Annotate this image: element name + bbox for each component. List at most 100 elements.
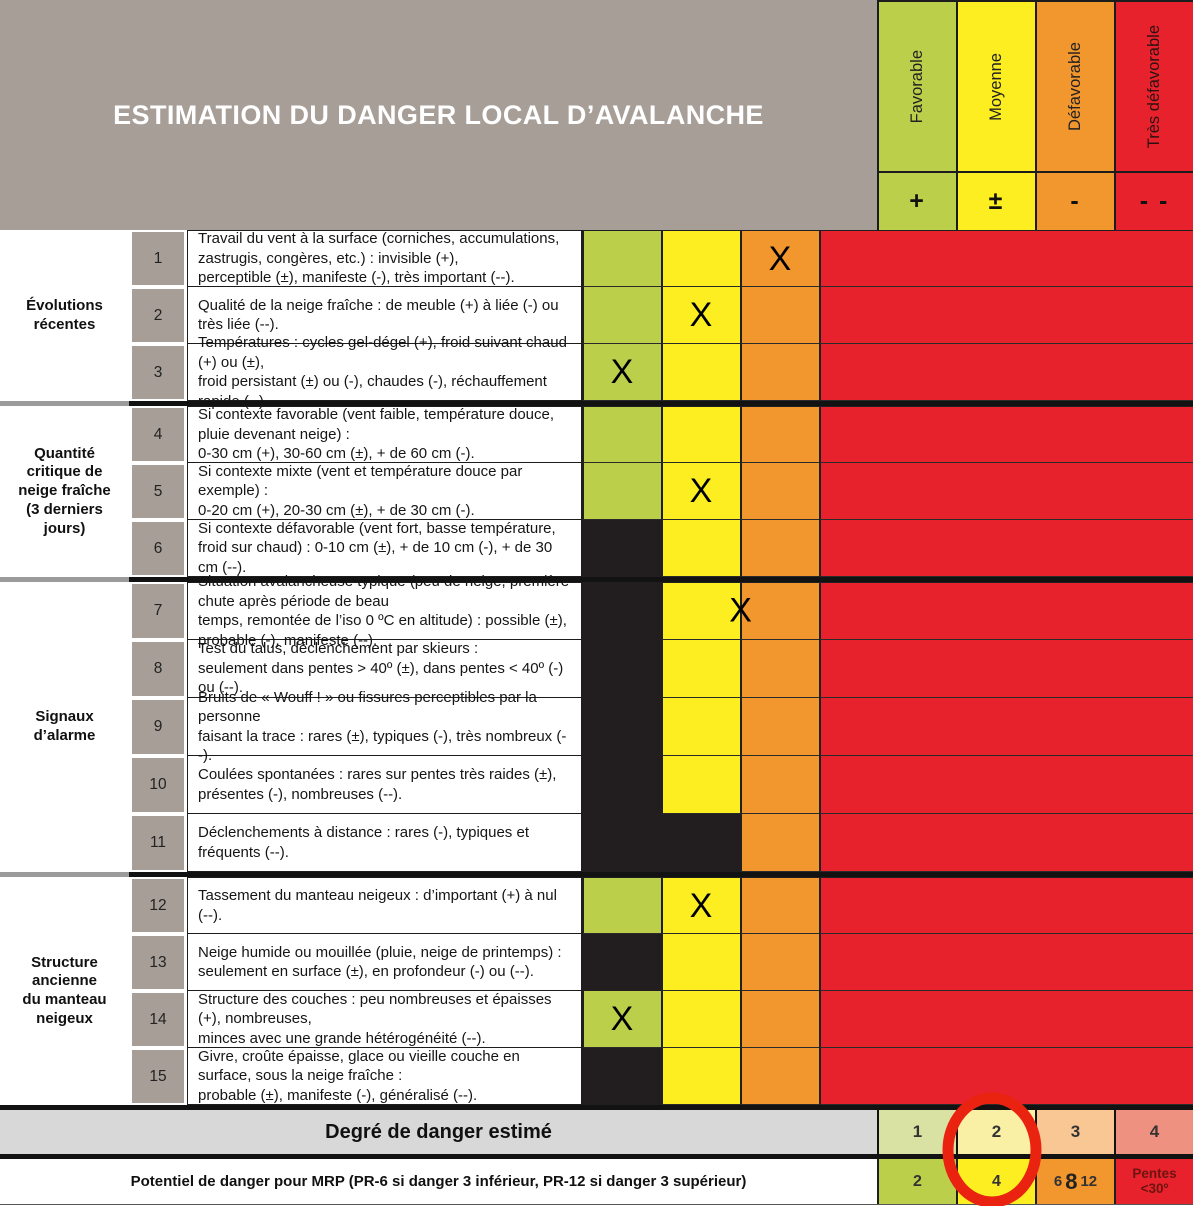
cell-r10-tres_defavorable [818, 756, 1193, 814]
x-mark: X [689, 296, 713, 334]
cell-r2-tres_defavorable [818, 287, 1193, 344]
cell-r15-tres_defavorable [818, 1048, 1193, 1105]
table-header: ESTIMATION DU DANGER LOCAL D’AVALANCHE F… [0, 0, 1193, 230]
row-number: 8 [132, 642, 184, 696]
x-mark: X [689, 886, 713, 925]
criterion-text: Tassement du manteau neigeux : d’importa… [187, 877, 582, 934]
cell-r14-defavorable [739, 991, 819, 1048]
row-number: 5 [132, 465, 184, 518]
column-label-favorable: Favorable [908, 49, 926, 124]
cell-r1-tres_defavorable [818, 230, 1193, 287]
row-number: 1 [132, 232, 184, 285]
criterion-text: Températures : cycles gel-dégel (+), fro… [187, 334, 582, 410]
cell-r5-tres_defavorable [818, 463, 1193, 520]
potentiel-label: Potentiel de danger pour MRP (PR-6 si da… [130, 1173, 747, 1190]
criterion-row-2: 2 Qualité de la neige fraîche : de meuble… [129, 287, 1193, 344]
criterion-row-6: 6 Si contexte défavorable (vent fort, bas… [129, 520, 1193, 577]
cell-r13-defavorable [739, 934, 819, 991]
cell-r14-favorable: X [581, 991, 661, 1048]
group-separator [0, 401, 1193, 406]
criterion-row-7: 7 Situation avalancheuse typique (peu de … [129, 573, 1193, 649]
criterion-text: Neige humide ou mouillée (pluie, neige d… [187, 934, 582, 991]
x-mark: X [610, 1000, 634, 1038]
criterion-text: Déclenchements à distance : rares (-), t… [187, 814, 582, 872]
cell-r12-tres_defavorable [818, 877, 1193, 934]
column-label-defavorable: Défavorable [1066, 42, 1084, 131]
criterion-row-11: 11 Déclenchements à distance : rares (-),… [129, 814, 1193, 872]
cell-r6-favorable [581, 520, 661, 577]
column-headers: Favorable + Moyenne ± Défavorable - Très… [877, 0, 1193, 230]
criterion-row-1: 1 Travail du vent à la surface (corniches… [129, 230, 1193, 287]
row-number: 10 [132, 758, 184, 812]
cell-r9-favorable [581, 698, 661, 756]
row-number: 14 [132, 993, 184, 1046]
degre-value-2: 2 [956, 1110, 1035, 1154]
column-tres-defavorable: Très défavorable - - [1114, 0, 1193, 230]
potentiel-favorable: 2 [877, 1159, 956, 1204]
criterion-text: Si contexte défavorable (vent fort, bass… [187, 520, 582, 577]
cell-r14-tres_defavorable [818, 991, 1193, 1048]
row-number: 13 [132, 936, 184, 989]
criterion-text: Travail du vent à la surface (corniches,… [187, 230, 582, 287]
column-favorable: Favorable + [877, 0, 956, 230]
criteria-group-4: Structure ancienne du manteau neigeux 12 Tass… [0, 877, 1193, 1105]
cell-r3-defavorable [739, 344, 819, 401]
cell-r2-moyenne: X [660, 287, 740, 344]
cell-r1-favorable [581, 230, 661, 287]
cell-r9-defavorable [739, 698, 819, 756]
row-number: 4 [132, 408, 184, 461]
criterion-row-8: 8 Test du talus, déclenchement par skieur… [129, 640, 1193, 698]
cell-r8-defavorable [739, 640, 819, 698]
criterion-row-4: 4 Si contexte favorable (vent faible, tem… [129, 406, 1193, 463]
criterion-row-5: 5 Si contexte mixte (vent et température … [129, 463, 1193, 520]
cell-r3-moyenne [660, 344, 740, 401]
cell-r10-favorable [581, 756, 661, 814]
row-number: 2 [132, 289, 184, 342]
criterion-row-3: 3 Températures : cycles gel-dégel (+), fr… [129, 334, 1193, 410]
symbol-plus-minus: ± [988, 187, 1005, 215]
page-title: ESTIMATION DU DANGER LOCAL D’AVALANCHE [113, 99, 764, 130]
group-label: Évolutions récentes [26, 296, 103, 333]
cell-r4-defavorable [739, 406, 819, 463]
cell-r8-tres_defavorable [818, 640, 1193, 698]
criteria-group-1: Évolutions récentes 1 Travail du vent à la … [0, 230, 1193, 410]
criterion-row-9: 9 Bruits de « Wouff ! » ou fissures perce… [129, 689, 1193, 764]
row-number: 7 [132, 584, 184, 638]
row-number: 15 [132, 1050, 184, 1103]
potentiel-moyenne: 4 [956, 1159, 1035, 1204]
row-number: 9 [132, 700, 184, 754]
degre-value-4: 4 [1114, 1110, 1193, 1154]
cell-r8-favorable [581, 640, 661, 698]
column-moyenne: Moyenne ± [956, 0, 1035, 230]
title-block: ESTIMATION DU DANGER LOCAL D’AVALANCHE [0, 0, 877, 230]
criterion-row-12: 12 Tassement du manteau neigeux : d’impor… [129, 877, 1193, 934]
criterion-text: Structure des couches : peu nombreuses e… [187, 991, 582, 1048]
degre-danger-row: Degré de danger estimé 1 2 3 4 [0, 1105, 1193, 1159]
column-label-moyenne: Moyenne [987, 52, 1005, 121]
cell-r12-defavorable [739, 877, 819, 934]
group-separator [0, 577, 1193, 582]
criterion-row-10: 10 Coulées spontanées : rares sur pentes … [129, 756, 1193, 814]
cell-r3-favorable: X [581, 344, 661, 401]
x-mark-boundary: X [729, 591, 752, 630]
cell-r1-defavorable: X [739, 230, 819, 287]
criterion-text: Situation avalancheuse typique (peu de n… [187, 573, 582, 649]
cell-r5-moyenne: X [660, 463, 740, 520]
criterion-text: Test du talus, déclenchement par skieurs… [187, 640, 582, 698]
cell-r5-favorable [581, 463, 661, 520]
column-defavorable: Défavorable - [1035, 0, 1114, 230]
row-number: 12 [132, 879, 184, 932]
cell-r4-moyenne [660, 406, 740, 463]
cell-r6-defavorable [739, 520, 819, 577]
potentiel-tres-defavorable: Pentes <30º [1114, 1159, 1193, 1204]
group-label: Structure ancienne du manteau neigeux [22, 953, 107, 1027]
row-number: 11 [132, 816, 184, 870]
x-mark: X [610, 353, 634, 391]
cell-r2-defavorable [739, 287, 819, 344]
criterion-text: Coulées spontanées : rares sur pentes tr… [187, 756, 582, 814]
cell-r12-favorable [581, 877, 661, 934]
symbol-double-minus: - - [1139, 187, 1170, 215]
degre-label: Degré de danger estimé [0, 1110, 877, 1154]
group-label: Signaux d’alarme [33, 708, 96, 744]
cell-r4-favorable [581, 406, 661, 463]
